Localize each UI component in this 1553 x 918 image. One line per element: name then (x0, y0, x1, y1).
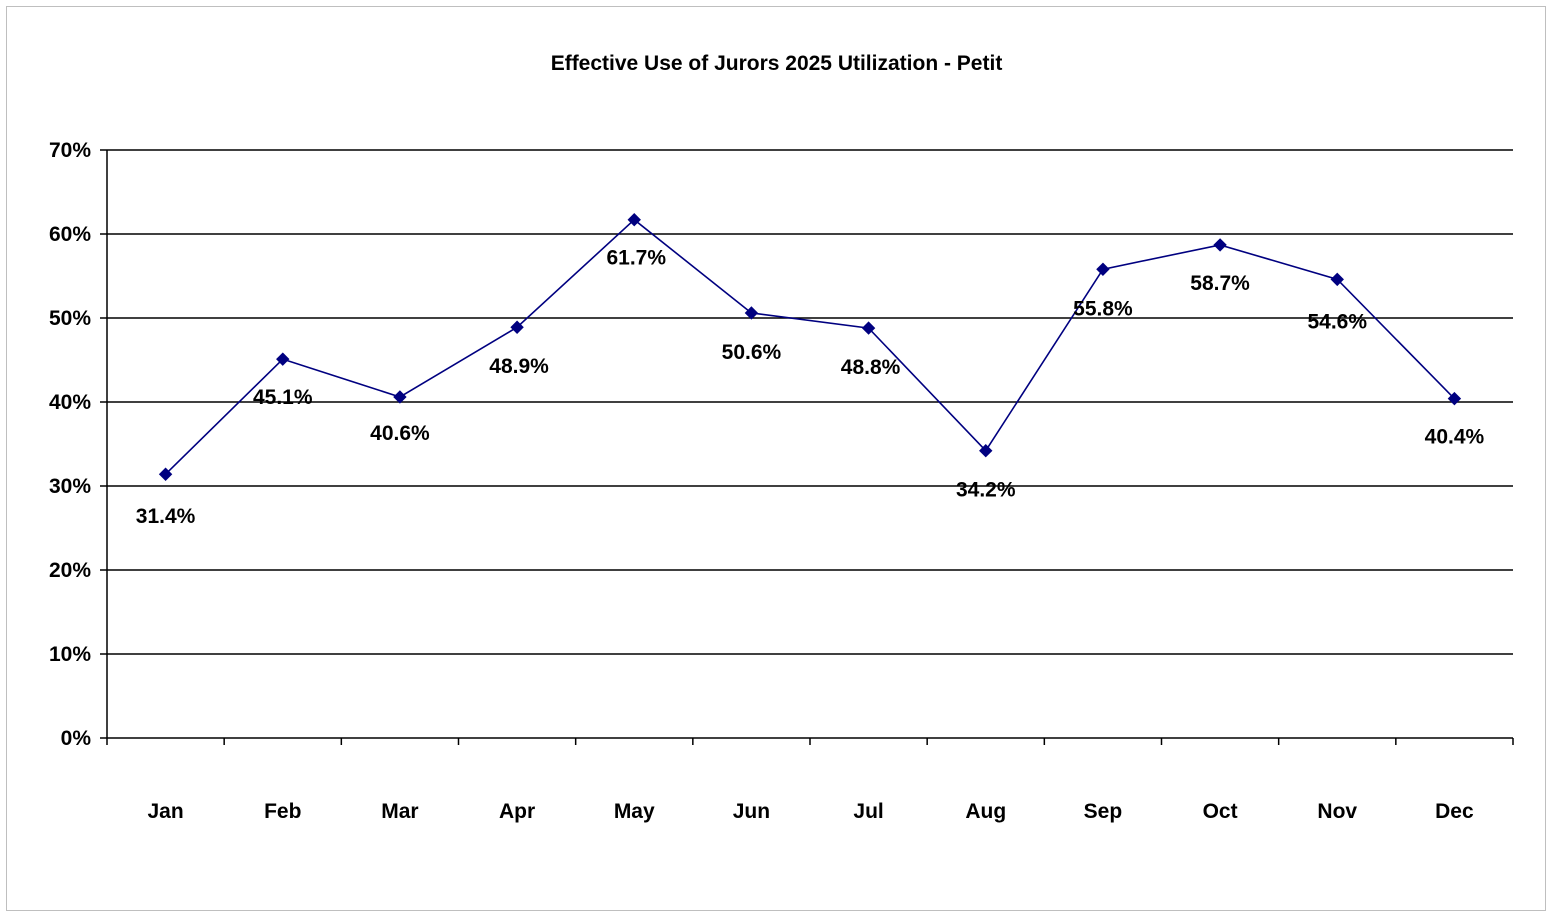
y-tick-labels: 0% 10% 20% 30% 40% 50% 60% 70% (49, 139, 91, 750)
x-tick-label: Jan (147, 800, 183, 823)
gridlines (107, 150, 1513, 654)
x-tick-label: Oct (1203, 800, 1238, 823)
data-label: 50.6% (722, 341, 782, 364)
x-tick-label: Mar (381, 800, 418, 823)
data-label: 48.8% (841, 356, 901, 379)
x-tick-label: Apr (499, 800, 535, 823)
x-tick-label: Dec (1435, 800, 1474, 823)
data-point (394, 391, 406, 403)
data-label: 55.8% (1073, 297, 1133, 320)
data-label: 40.6% (370, 422, 430, 445)
x-tick-labels: Jan Feb Mar Apr May Jun Jul Aug Sep Oct Nov Dec (147, 800, 1474, 823)
x-tick-label: Nov (1317, 800, 1357, 823)
x-tick-label: Jun (733, 800, 770, 823)
y-tick-label: 0% (61, 727, 92, 750)
x-tick-label: Sep (1084, 800, 1123, 823)
data-label: 61.7% (606, 247, 666, 270)
data-point (1097, 263, 1109, 275)
series-line (166, 220, 1455, 475)
data-label: 31.4% (136, 505, 196, 528)
y-tick-label: 10% (49, 643, 91, 666)
y-tick-label: 40% (49, 391, 91, 414)
data-label: 58.7% (1190, 272, 1250, 295)
series-lines (166, 220, 1455, 475)
data-label: 54.6% (1307, 310, 1367, 333)
data-label: 40.4% (1425, 426, 1485, 449)
axes (100, 150, 1513, 745)
y-tick-label: 60% (49, 223, 91, 246)
y-tick-label: 20% (49, 559, 91, 582)
data-markers (160, 214, 1461, 481)
y-tick-label: 30% (49, 475, 91, 498)
x-tick-label: May (614, 800, 655, 823)
data-point (1214, 239, 1226, 251)
x-tick-label: Jul (853, 800, 883, 823)
data-label: 34.2% (956, 479, 1016, 502)
x-tick-label: Aug (965, 800, 1006, 823)
x-tick-label: Feb (264, 800, 301, 823)
y-tick-label: 70% (49, 139, 91, 162)
data-label: 48.9% (489, 355, 549, 378)
y-tick-label: 50% (49, 307, 91, 330)
data-label: 45.1% (253, 386, 313, 409)
